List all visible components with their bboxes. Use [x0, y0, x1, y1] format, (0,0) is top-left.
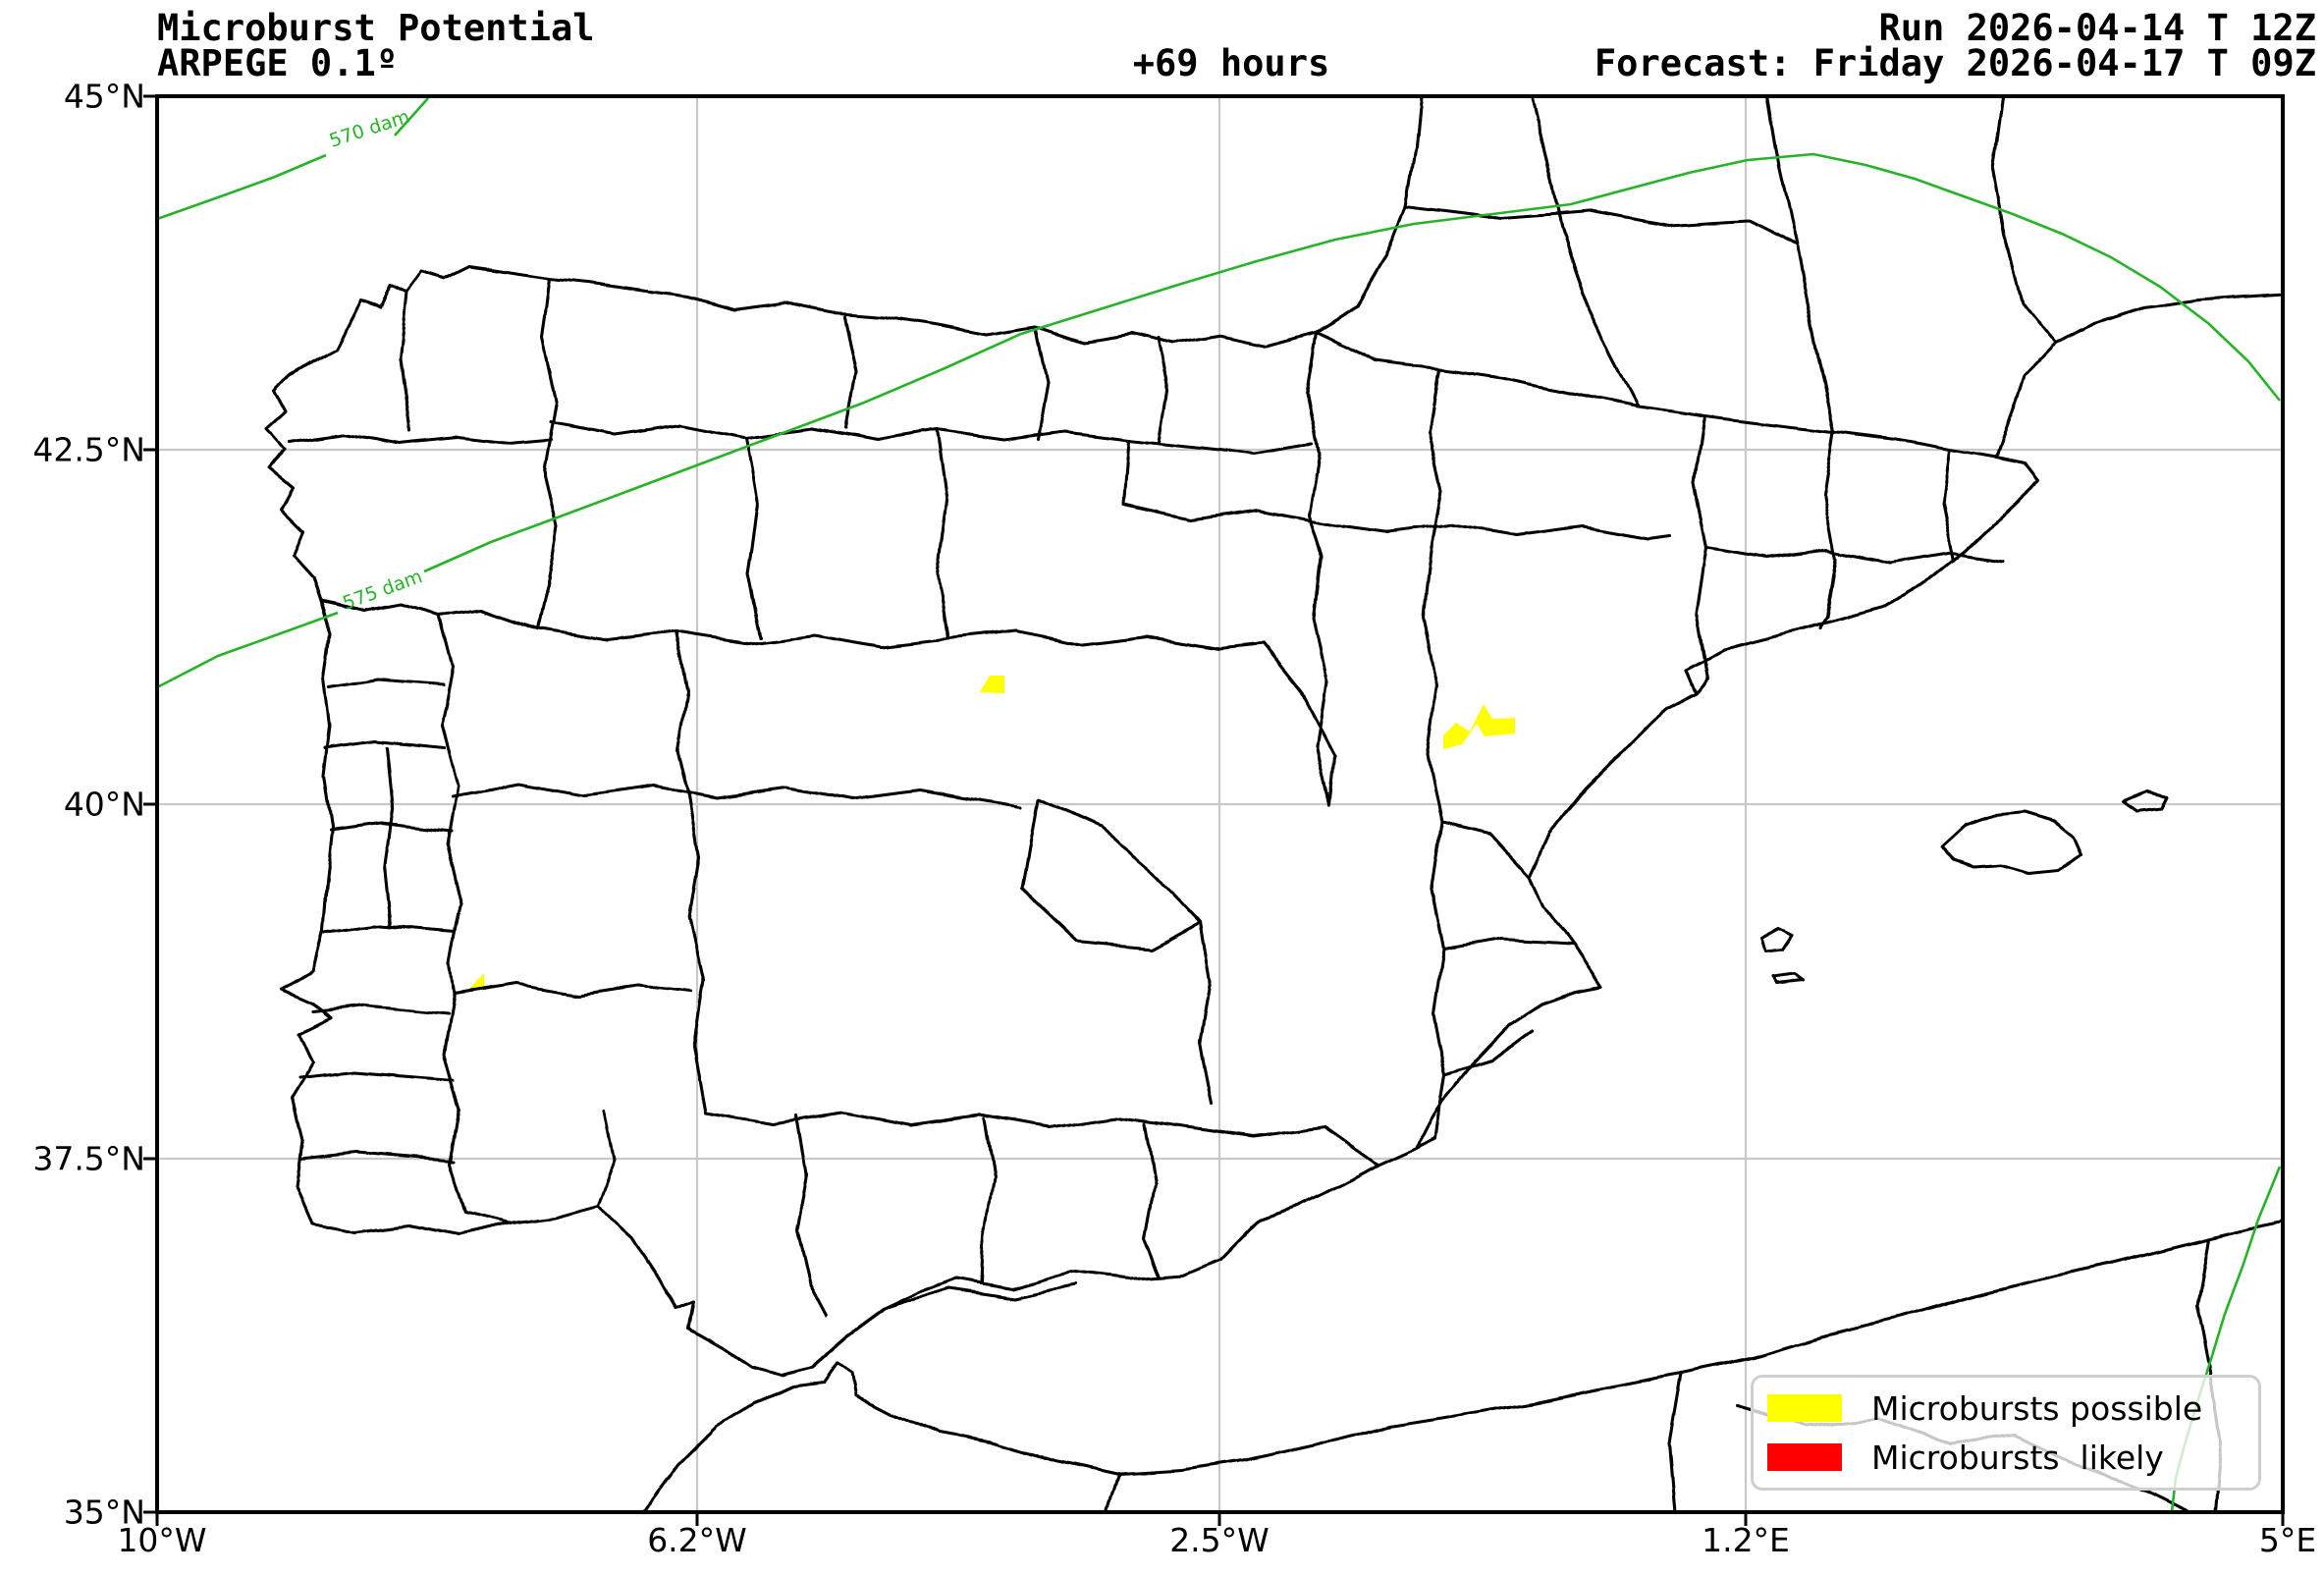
lon-tick-10w: 10°W	[117, 1521, 207, 1559]
microburst-possible-areas	[468, 676, 1515, 990]
lon-tick-6-2w: 6.2°W	[647, 1521, 747, 1559]
lon-tick-5e: 5°E	[2258, 1521, 2317, 1559]
contour-570	[394, 97, 429, 136]
microburst-area	[1443, 704, 1515, 749]
lat-tick-35n: 35°N	[63, 1493, 145, 1532]
contour-labels: 570 dam 575 dam	[327, 106, 425, 615]
legend-swatch-likely	[1767, 1443, 1842, 1471]
ibiza-island	[1759, 927, 1795, 954]
forecast-label: Forecast: Friday 2026-04-17 T 09Z	[1594, 42, 2316, 84]
contour-575	[156, 611, 339, 689]
formentera-island	[1771, 973, 1805, 986]
coastline	[265, 98, 2281, 1377]
legend-item-likely: Microbursts likely	[1767, 1439, 2244, 1477]
mallorca-island	[1940, 810, 2083, 875]
chart-title: Microburst Potential	[157, 7, 595, 49]
lat-tick-37-5n: 37.5°N	[32, 1139, 145, 1178]
contour-570	[156, 153, 327, 221]
lat-tick-40n: 40°N	[63, 785, 145, 824]
menorca-island	[2121, 789, 2168, 813]
africa-coastline	[642, 1220, 2281, 1510]
lon-tick-1-2e: 1.2°E	[1702, 1521, 1790, 1559]
lon-tick-2-5w: 2.5°W	[1169, 1521, 1270, 1559]
map-frame	[143, 94, 2285, 1526]
legend-label-possible: Microbursts possible	[1871, 1388, 2203, 1428]
lat-tick-45n: 45°N	[63, 77, 145, 116]
legend: Microbursts possible Microbursts likely	[1751, 1375, 2261, 1491]
legend-item-possible: Microbursts possible	[1767, 1389, 2244, 1428]
microburst-area	[468, 973, 484, 990]
legend-swatch-possible	[1767, 1394, 1842, 1422]
model-subtitle: ARPEGE 0.1º	[157, 42, 399, 84]
pyrenees-border	[1314, 330, 1999, 460]
lat-tick-42-5n: 42.5°N	[32, 430, 145, 469]
microburst-area	[980, 676, 1004, 693]
run-label: Run 2026-04-14 T 12Z	[1878, 7, 2316, 49]
country-province-borders	[265, 98, 2281, 1510]
legend-label-likely: Microbursts likely	[1871, 1438, 2164, 1477]
contour-575	[423, 152, 2282, 573]
lead-time-label: +69 hours	[1132, 42, 1330, 84]
axis-ticks	[143, 94, 2285, 1526]
contour-label-570dam: 570 dam	[327, 106, 412, 152]
